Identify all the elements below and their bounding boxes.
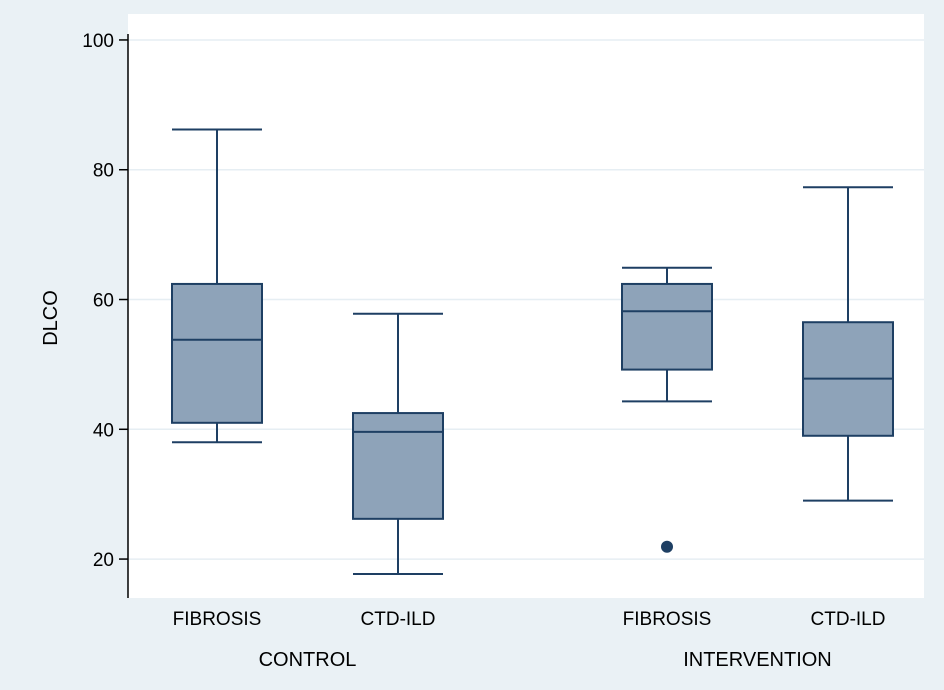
y-axis: 20 40 60 80 100 (82, 31, 129, 598)
y-tick-label-60: 60 (93, 291, 114, 312)
group-label-intervention: INTERVENTION (683, 649, 832, 671)
y-tick-label-100: 100 (82, 31, 114, 52)
y-tick-label-20: 20 (93, 550, 114, 571)
y-tick-label-40: 40 (93, 420, 114, 441)
group-label-control: CONTROL (259, 649, 357, 671)
gridlines (128, 39, 924, 560)
category-label-control-ctd-ild: CTD-ILD (361, 609, 436, 630)
box-control-ctd-ild (352, 312, 444, 575)
iqr-box-intervention-fibrosis (621, 282, 713, 371)
category-label-intervention-fibrosis: FIBROSIS (623, 609, 712, 630)
category-label-intervention-ctd-ild: CTD-ILD (811, 609, 886, 630)
y-tick-label-80: 80 (93, 161, 114, 182)
y-axis-title: DLCO (40, 290, 62, 346)
boxes (171, 128, 894, 575)
category-label-control-fibrosis: FIBROSIS (173, 609, 262, 630)
outlier-point-intervention-fibrosis-0 (661, 540, 673, 553)
box-intervention-fibrosis (621, 266, 713, 553)
iqr-box-control-ctd-ild (352, 412, 444, 520)
box-intervention-ctd-ild (802, 186, 894, 502)
box-control-fibrosis (171, 128, 263, 444)
iqr-box-control-fibrosis (171, 282, 263, 424)
